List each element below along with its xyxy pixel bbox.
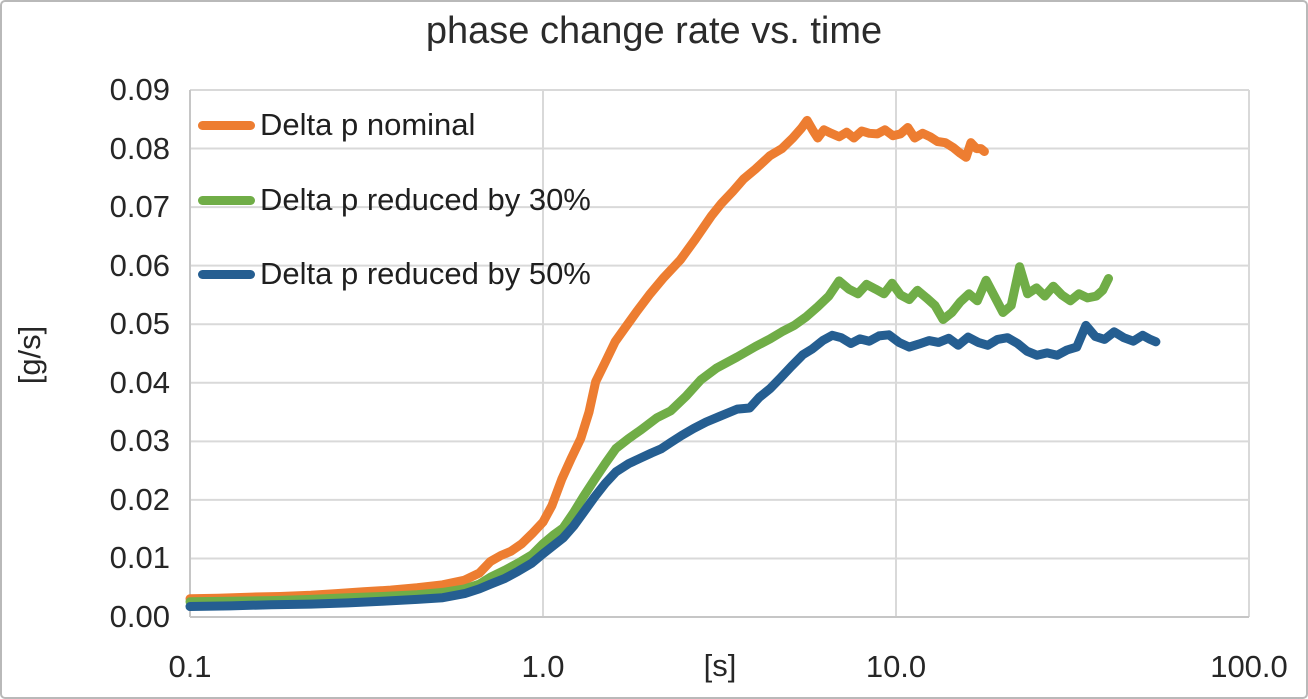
legend-item-reduced-30: Delta p reduced by 30% [198, 180, 591, 220]
legend-item-reduced-50: Delta p reduced by 50% [198, 254, 591, 294]
legend-label-nominal: Delta p nominal [260, 107, 476, 142]
y-tick-label: 0.05 [109, 306, 170, 342]
legend-swatch-reduced-30 [198, 195, 255, 205]
series-line-1 [185, 262, 1113, 607]
y-tick-label: 0.09 [109, 72, 170, 107]
series-line-0 [185, 115, 989, 604]
y-axis-title: [g/s] [12, 325, 47, 385]
legend-label-reduced-30: Delta p reduced by 30% [260, 182, 591, 217]
legend-label-reduced-50: Delta p reduced by 50% [260, 256, 591, 291]
y-tick-label: 0.03 [109, 423, 170, 459]
chart-title: phase change rate vs. time [425, 10, 883, 52]
series-line-2 [185, 320, 1161, 611]
y-tick-label: 0.07 [109, 189, 170, 225]
x-tick-label: 100.0 [1210, 649, 1288, 684]
x-tick-label: 10.0 [865, 649, 927, 684]
y-tick-label: 0.08 [109, 130, 170, 166]
legend-item-nominal: Delta p nominal [198, 105, 475, 145]
y-tick-label: 0.02 [109, 481, 170, 517]
x-axis-title: [s] [703, 648, 737, 683]
y-tick-label: 0.04 [109, 364, 170, 400]
y-tick-label: 0.01 [109, 540, 170, 576]
x-tick-label: 1.0 [521, 649, 565, 684]
y-tick-label: 0.00 [109, 599, 170, 634]
legend-swatch-nominal [198, 120, 255, 130]
y-tick-label: 0.06 [109, 247, 170, 283]
x-tick-label: 0.1 [168, 649, 212, 684]
legend-swatch-reduced-50 [198, 269, 255, 279]
